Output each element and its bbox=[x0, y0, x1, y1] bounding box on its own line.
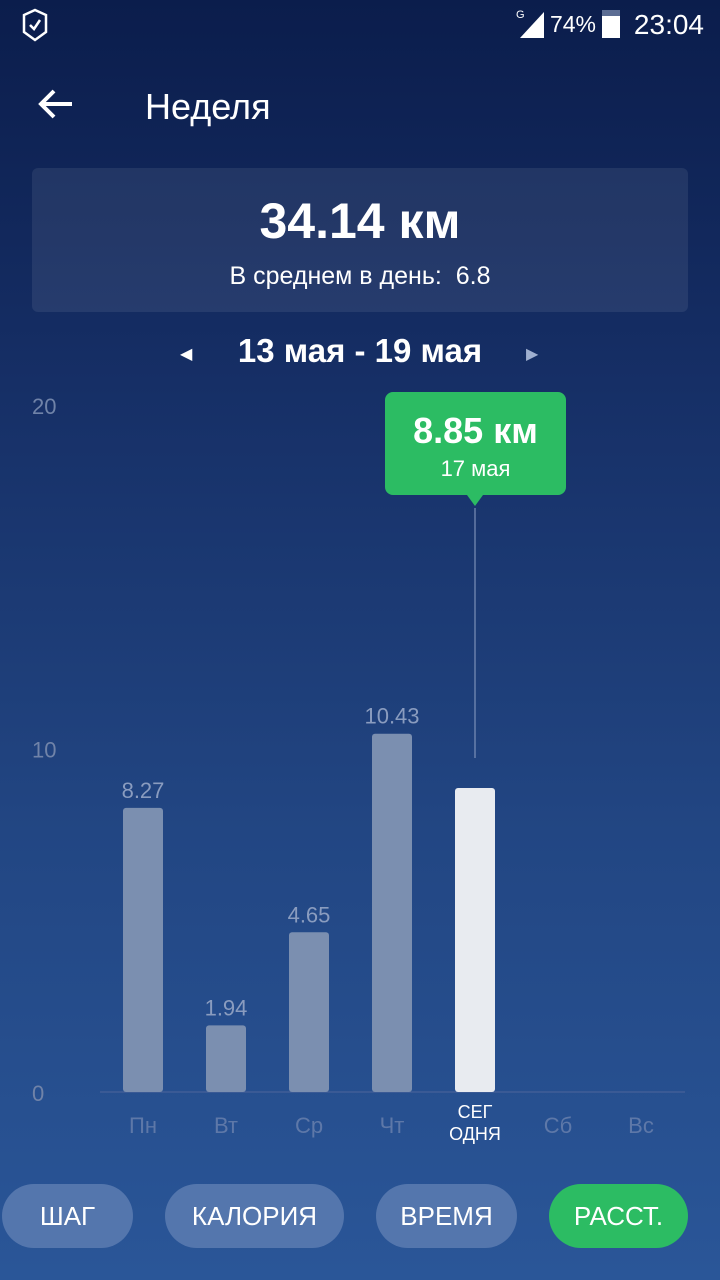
bar-value-label: 1.94 bbox=[205, 995, 248, 1020]
next-week-button[interactable]: ▶ bbox=[526, 344, 538, 364]
bar-value-label: 10.43 bbox=[364, 704, 419, 729]
page-title: Неделя bbox=[145, 86, 271, 127]
battery-percent: 74% bbox=[549, 11, 596, 37]
bar-value-label: 4.65 bbox=[288, 902, 331, 927]
prev-week-button[interactable]: ◀ bbox=[180, 344, 192, 364]
caret-left-icon: ◀ bbox=[180, 346, 193, 363]
bar bbox=[372, 733, 412, 1092]
bar bbox=[123, 807, 163, 1092]
tooltip-date: 17 мая bbox=[441, 456, 511, 481]
shield-check-icon bbox=[22, 8, 48, 42]
avg-value: 6.8 bbox=[455, 262, 491, 290]
arrow-left-icon bbox=[38, 89, 72, 119]
caret-right-icon: ▶ bbox=[526, 346, 539, 363]
clock: 23:04 bbox=[633, 9, 704, 40]
bar-value-label: 8.27 bbox=[122, 778, 165, 803]
daily-average: В среднем в день: 6.8 bbox=[32, 262, 688, 291]
tooltip-value: 8.85 км bbox=[413, 410, 538, 451]
tab-time[interactable]: ВРЕМЯ bbox=[376, 1184, 517, 1248]
y-tick-label: 10 bbox=[32, 738, 56, 763]
summary-card: 34.14 км В среднем в день: 6.8 bbox=[32, 168, 688, 312]
total-distance: 34.14 км bbox=[259, 193, 461, 249]
status-bar: G 74% 23:04 bbox=[0, 0, 720, 50]
y-tick-label: 0 bbox=[32, 1081, 44, 1106]
tab-steps[interactable]: ШАГ bbox=[2, 1184, 133, 1248]
battery-icon bbox=[602, 10, 620, 38]
bar bbox=[289, 932, 329, 1092]
y-tick-label: 20 bbox=[32, 394, 56, 419]
svg-text:G: G bbox=[516, 9, 525, 21]
x-tick-label: Вс bbox=[628, 1113, 654, 1138]
x-tick-label: ОДНЯ bbox=[449, 1124, 501, 1144]
x-tick-label: Сб bbox=[544, 1113, 573, 1138]
tooltip bbox=[385, 392, 566, 495]
back-button[interactable] bbox=[36, 84, 80, 128]
x-tick-label: Пн bbox=[129, 1113, 157, 1138]
metric-tabs: ШАГ КАЛОРИЯ ВРЕМЯ РАССТ. bbox=[0, 1184, 720, 1248]
tab-distance[interactable]: РАССТ. bbox=[549, 1184, 688, 1248]
x-tick-label: Ср bbox=[295, 1113, 323, 1138]
tooltip-pointer bbox=[467, 495, 483, 506]
signal-icon: G bbox=[516, 9, 544, 38]
x-tick-label: СЕГ bbox=[458, 1102, 493, 1122]
avg-label: В среднем в день: bbox=[229, 262, 442, 290]
tab-calories[interactable]: КАЛОРИЯ bbox=[165, 1184, 344, 1248]
x-tick-label: Вт bbox=[214, 1113, 238, 1138]
bar bbox=[455, 788, 495, 1092]
date-range: 13 мая - 19 мая bbox=[237, 332, 483, 369]
x-tick-label: Чт bbox=[380, 1113, 405, 1138]
bar bbox=[206, 1025, 246, 1092]
